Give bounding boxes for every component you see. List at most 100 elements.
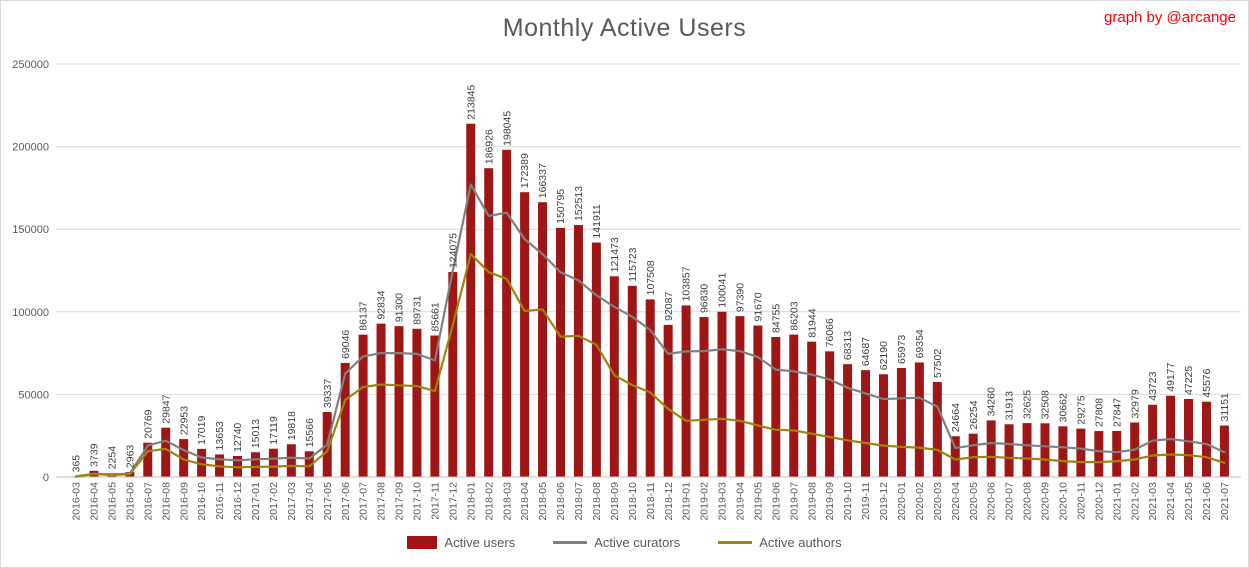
x-tick-label: 2017-05 (322, 482, 334, 521)
legend-label: Active curators (594, 535, 681, 550)
bar-value-label: 32979 (1129, 389, 1141, 418)
bar (1058, 426, 1068, 477)
x-tick-label: 2016-10 (196, 482, 208, 521)
bar-value-label: 45576 (1201, 368, 1213, 397)
y-tick-label: 0 (43, 472, 49, 484)
bar-value-label: 26254 (968, 400, 980, 429)
bar-value-label: 15566 (304, 418, 316, 447)
bar-value-label: 47225 (1183, 366, 1195, 395)
x-tick-label: 2018-02 (483, 482, 495, 521)
bar (663, 324, 673, 477)
y-tick-label: 250000 (12, 59, 49, 71)
bar-value-label: 22953 (178, 406, 190, 435)
bar-value-label: 92087 (663, 292, 675, 321)
bar-value-label: 29275 (1075, 395, 1087, 424)
bar-value-label: 15013 (250, 419, 262, 448)
bar (430, 335, 440, 477)
y-tick-label: 50000 (18, 389, 49, 401)
bar-value-label: 34260 (986, 387, 998, 416)
x-tick-label: 2016-12 (232, 482, 244, 521)
curators-line (74, 183, 1226, 478)
x-tick-label: 2019-03 (717, 482, 729, 521)
legend-item-active-users: Active users (407, 535, 515, 550)
x-tick-label: 2019-08 (806, 482, 818, 521)
x-tick-label: 2020-02 (914, 482, 926, 521)
bar (771, 336, 781, 477)
x-tick-label: 2020-12 (1093, 482, 1105, 521)
x-tick-label: 2020-04 (950, 482, 962, 521)
bar (861, 370, 871, 477)
x-tick-label: 2020-08 (1022, 482, 1034, 521)
bar-value-label: 213845 (465, 85, 477, 120)
x-tick-label: 2020-07 (1004, 482, 1016, 521)
bar (394, 326, 404, 477)
bar-value-label: 365 (71, 455, 83, 473)
x-tick-label: 2017-11 (429, 482, 441, 520)
bar (843, 364, 853, 477)
bar (753, 325, 763, 477)
bar (448, 272, 458, 477)
bar-value-label: 107508 (645, 260, 657, 295)
bar (878, 374, 888, 477)
legend-item-active-curators: Active curators (553, 535, 680, 550)
x-tick-label: 2020-06 (986, 482, 998, 521)
bar-value-label: 198045 (501, 111, 513, 146)
bar-value-label: 31151 (1219, 393, 1231, 422)
bar-value-label: 19818 (286, 411, 298, 440)
bar (1040, 423, 1050, 477)
x-tick-label: 2017-01 (250, 482, 262, 521)
bar-value-label: 57502 (932, 349, 944, 378)
x-tick-label: 2020-05 (968, 482, 980, 521)
bar (520, 192, 530, 477)
x-tick-label: 2018-03 (501, 482, 513, 521)
bar (699, 317, 709, 477)
x-tick-label: 2018-09 (609, 482, 621, 521)
bar-value-label: 166337 (537, 163, 549, 198)
bar-value-label: 32508 (1040, 390, 1052, 419)
bar-value-label: 86137 (358, 301, 370, 330)
bar (932, 382, 942, 477)
bar (143, 442, 153, 477)
x-tick-label: 2017-09 (394, 482, 406, 521)
x-tick-label: 2019-06 (770, 482, 782, 521)
chart-credit: graph by @arcange (1104, 9, 1236, 26)
x-tick-label: 2017-12 (447, 482, 459, 521)
x-tick-label: 2016-09 (178, 482, 190, 521)
bar-value-label: 20769 (142, 409, 154, 438)
bar (358, 334, 368, 477)
bar (986, 420, 996, 477)
bar (1076, 428, 1086, 477)
x-tick-label: 2017-07 (358, 482, 370, 521)
chart-title: Monthly Active Users (502, 14, 747, 42)
bar-value-label: 85661 (429, 302, 441, 331)
x-tick-label: 2018-10 (627, 482, 639, 521)
bar-value-label: 30662 (1058, 393, 1070, 422)
bar (268, 448, 278, 477)
bar (555, 227, 565, 477)
y-tick-label: 150000 (12, 224, 49, 236)
x-tick-label: 2018-05 (537, 482, 549, 521)
x-tick-label: 2021-05 (1183, 482, 1195, 521)
bar-value-label: 27847 (1111, 398, 1123, 427)
bar-value-label: 92834 (376, 290, 388, 319)
bar-value-label: 81944 (806, 308, 818, 337)
bar (161, 427, 171, 477)
bar-value-label: 32625 (1022, 390, 1034, 419)
x-tick-label: 2019-11 (860, 482, 872, 520)
bar-value-label: 62190 (878, 341, 890, 370)
bar (1184, 398, 1194, 477)
bar (807, 341, 817, 477)
x-tick-label: 2017-10 (412, 482, 424, 521)
x-tick-label: 2016-11 (214, 482, 226, 520)
bar-value-label: 97390 (735, 283, 747, 312)
bar-value-label: 43723 (1147, 371, 1159, 400)
bar (950, 436, 960, 477)
bar (591, 242, 601, 477)
x-tick-label: 2017-08 (376, 482, 388, 521)
x-tick-label: 2020-01 (896, 482, 908, 521)
legend: Active users Active curators Active auth… (1, 535, 1248, 550)
x-tick-label: 2019-05 (752, 482, 764, 521)
active-authors-swatch (718, 541, 753, 544)
